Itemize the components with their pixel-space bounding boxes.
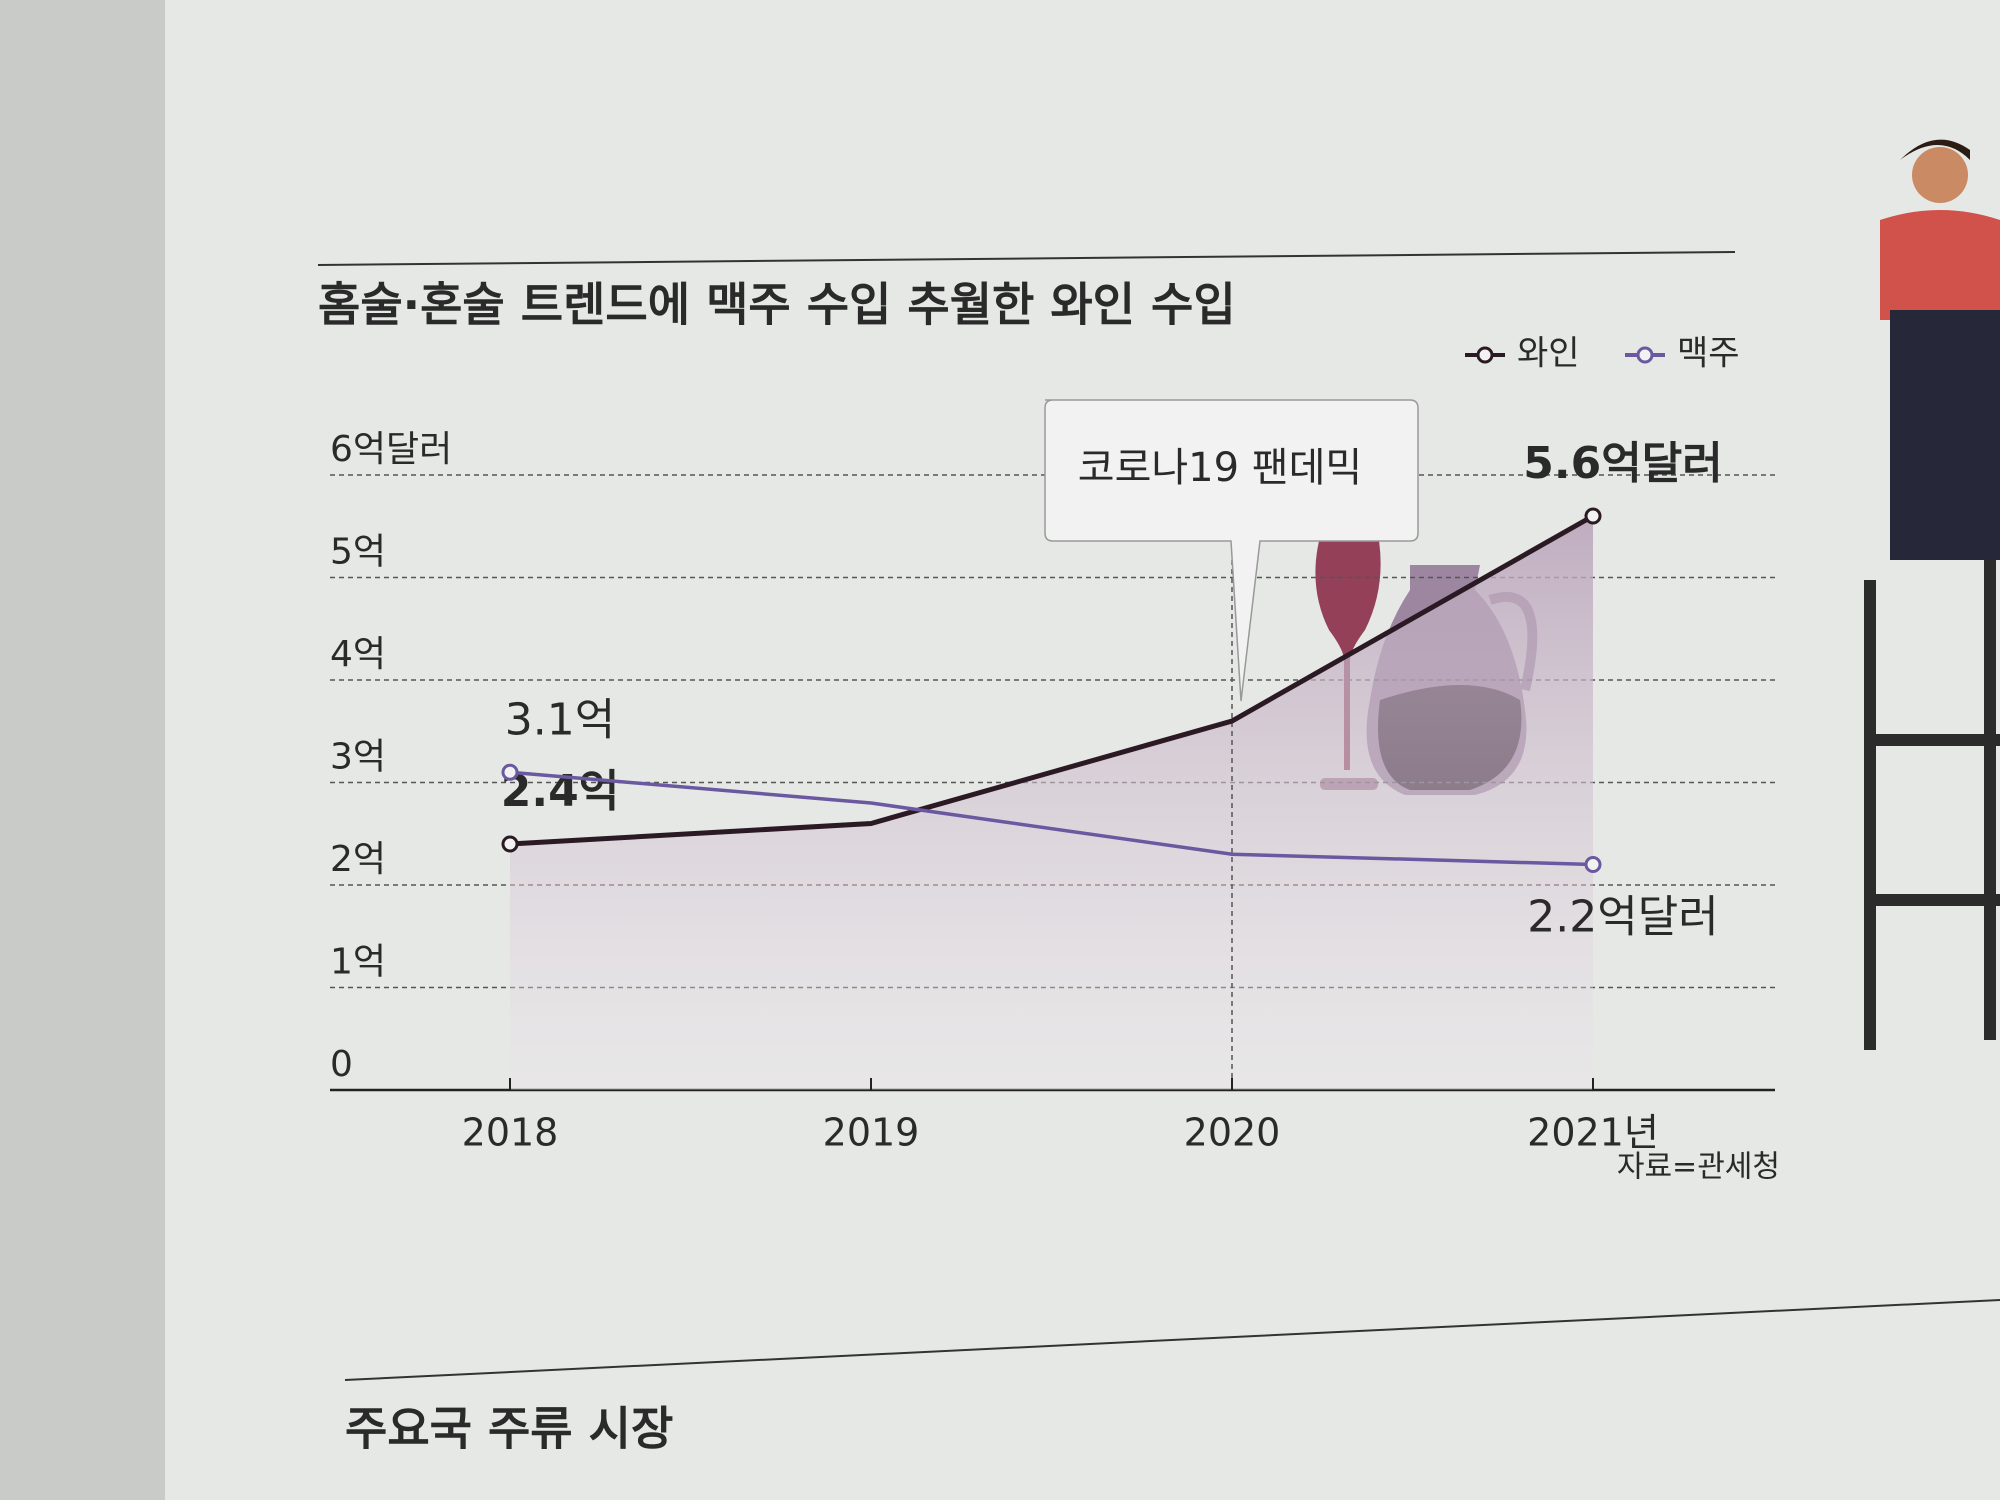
section-title: 주요국 주류 시장 (345, 1402, 673, 1456)
page-gutter (0, 0, 165, 1500)
section-rule (344, 1299, 2000, 1381)
y-tick-label: 3억 (330, 737, 386, 778)
y-tick-label: 1억 (330, 942, 386, 983)
y-tick-label: 0 (330, 1044, 353, 1085)
illustration-person (1864, 139, 2000, 1050)
page-paper (165, 0, 2000, 1500)
y-tick-label: 4억 (330, 634, 386, 675)
chart-title: 홈술·혼술 트렌드에 맥주 수입 추월한 와인 수입 (318, 278, 1236, 332)
y-tick-label: 5억 (330, 532, 386, 573)
x-tick-label: 2018 (462, 1111, 559, 1155)
source: 자료=관세청 (1617, 1150, 1780, 1185)
point (1584, 856, 1602, 873)
point (501, 763, 519, 781)
value-label: 3.1억 (505, 694, 615, 745)
x-tick-label: 2020 (1184, 1111, 1281, 1155)
line (509, 513, 1595, 847)
annotation-box (1044, 399, 1419, 702)
y-tick-label: 6억달러 (330, 429, 452, 470)
value-label: 2.2억달러 (1527, 892, 1718, 943)
area (510, 516, 1593, 1090)
x-tick-label: 2021년 (1527, 1111, 1659, 1155)
line (509, 770, 1594, 867)
y-tick-label: 2억 (330, 839, 386, 880)
top-rule (317, 251, 1736, 266)
x-tick-label: 2019 (823, 1111, 920, 1155)
value-label: 5.6억달러 (1523, 438, 1722, 489)
legend-label: 와인 (1517, 334, 1580, 374)
annotation-text: 코로나19 팬데믹 (1078, 445, 1362, 491)
point (1584, 507, 1602, 525)
legend-marker (1636, 346, 1654, 364)
legend-label: 맥주 (1677, 334, 1740, 374)
legend-marker (1476, 346, 1494, 364)
point (501, 835, 519, 853)
